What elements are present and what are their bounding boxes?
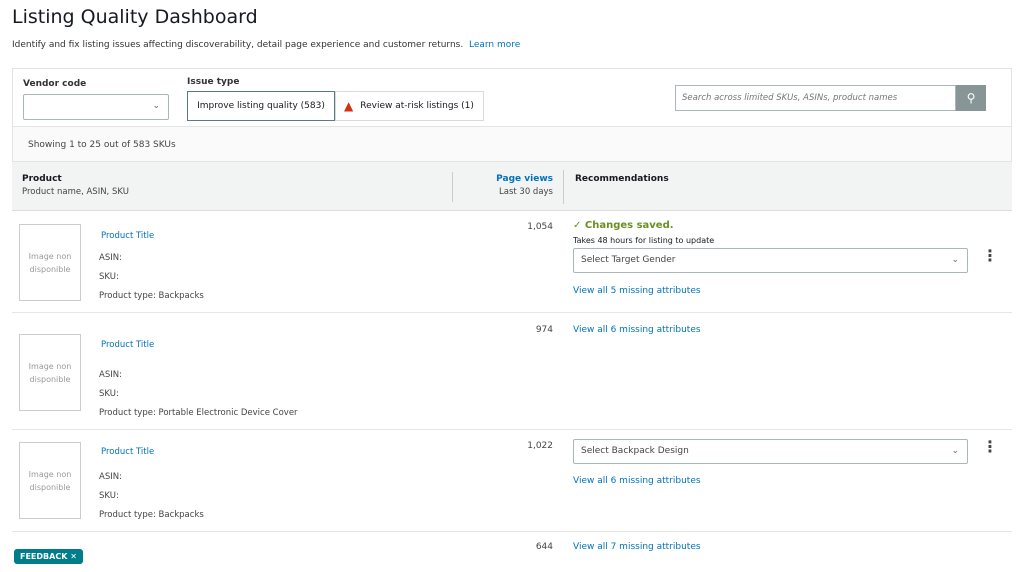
product-type: Product type: Backpacks [99, 510, 204, 520]
recommendations-header: Recommendations [575, 174, 669, 184]
checkmark-icon: ✓ [573, 220, 585, 231]
changes-saved-status: ✓ Changes saved. [573, 220, 674, 231]
page-views-subheader: Last 30 days [499, 187, 553, 197]
sku: SKU: [99, 389, 119, 399]
chevron-down-icon: ⌄ [951, 446, 959, 456]
results-count: Showing 1 to 25 out of 583 SKUs [12, 126, 1012, 162]
more-options-icon[interactable]: ⋮ [982, 437, 998, 456]
search-input[interactable] [676, 86, 955, 110]
asin: ASIN: [99, 370, 122, 380]
search-button[interactable]: ⚲ [956, 85, 986, 111]
saved-note: Takes 48 hours for listing to update [573, 236, 715, 245]
page-title: Listing Quality Dashboard [12, 6, 258, 28]
page-views: 1,022 [527, 441, 553, 451]
filter-panel: Vendor code ⌄ Issue type Improve listing… [12, 68, 1012, 126]
column-divider [563, 170, 564, 204]
feedback-button[interactable]: FEEDBACK ✕ [14, 549, 83, 564]
product-image-placeholder: Image non disponible [19, 224, 81, 301]
table-row: 644 View all 7 missing attributes [12, 532, 1012, 572]
table-header: Product Product name, ASIN, SKU Page vie… [12, 162, 1012, 211]
learn-more-link[interactable]: Learn more [468, 40, 521, 50]
table-row: Image non disponible Product Title ASIN:… [12, 430, 1012, 532]
sku: SKU: [99, 491, 119, 501]
product-column-subheader: Product name, ASIN, SKU [22, 187, 129, 197]
tab-improve-listing-quality[interactable]: Improve listing quality (583) [187, 91, 335, 121]
vendor-code-select[interactable]: ⌄ [23, 94, 169, 120]
warning-icon: ▲ [344, 99, 354, 113]
product-column-header: Product [22, 174, 62, 184]
chevron-down-icon: ⌄ [152, 101, 160, 111]
more-options-icon[interactable]: ⋮ [982, 246, 998, 265]
product-image-placeholder: Image non disponible [19, 442, 81, 519]
page-views: 974 [535, 325, 553, 335]
view-missing-attributes-link[interactable]: View all 6 missing attributes [573, 476, 701, 486]
chevron-down-icon: ⌄ [951, 255, 959, 265]
page-views: 644 [535, 542, 553, 552]
search-icon: ⚲ [966, 91, 976, 105]
product-type: Product type: Portable Electronic Device… [99, 408, 298, 418]
view-missing-attributes-link[interactable]: View all 5 missing attributes [573, 286, 701, 296]
page-subtitle: Identify and fix listing issues affectin… [12, 40, 521, 50]
issue-type-label: Issue type [187, 77, 240, 87]
product-title-link[interactable]: Product Title [101, 447, 155, 457]
backpack-design-select[interactable]: Select Backpack Design ⌄ [573, 439, 968, 464]
view-missing-attributes-link[interactable]: View all 6 missing attributes [573, 325, 701, 335]
asin: ASIN: [99, 472, 122, 482]
page-views: 1,054 [527, 222, 553, 232]
vendor-code-label: Vendor code [23, 79, 87, 89]
tab-review-at-risk[interactable]: ▲ Review at-risk listings (1) [335, 91, 484, 121]
target-gender-select[interactable]: Select Target Gender ⌄ [573, 248, 968, 273]
view-missing-attributes-link[interactable]: View all 7 missing attributes [573, 542, 701, 552]
search-box [675, 85, 956, 111]
close-icon[interactable]: ✕ [70, 552, 77, 561]
asin: ASIN: [99, 253, 122, 263]
product-image-placeholder: Image non disponible [19, 334, 81, 411]
page-views-sort-header[interactable]: Page views [496, 174, 553, 184]
product-type: Product type: Backpacks [99, 291, 204, 301]
product-title-link[interactable]: Product Title [101, 340, 155, 350]
table-row: Image non disponible Product Title ASIN:… [12, 211, 1012, 313]
table-row: Image non disponible Product Title ASIN:… [12, 313, 1012, 430]
product-title-link[interactable]: Product Title [101, 231, 155, 241]
column-divider [452, 172, 453, 202]
sku: SKU: [99, 272, 119, 282]
